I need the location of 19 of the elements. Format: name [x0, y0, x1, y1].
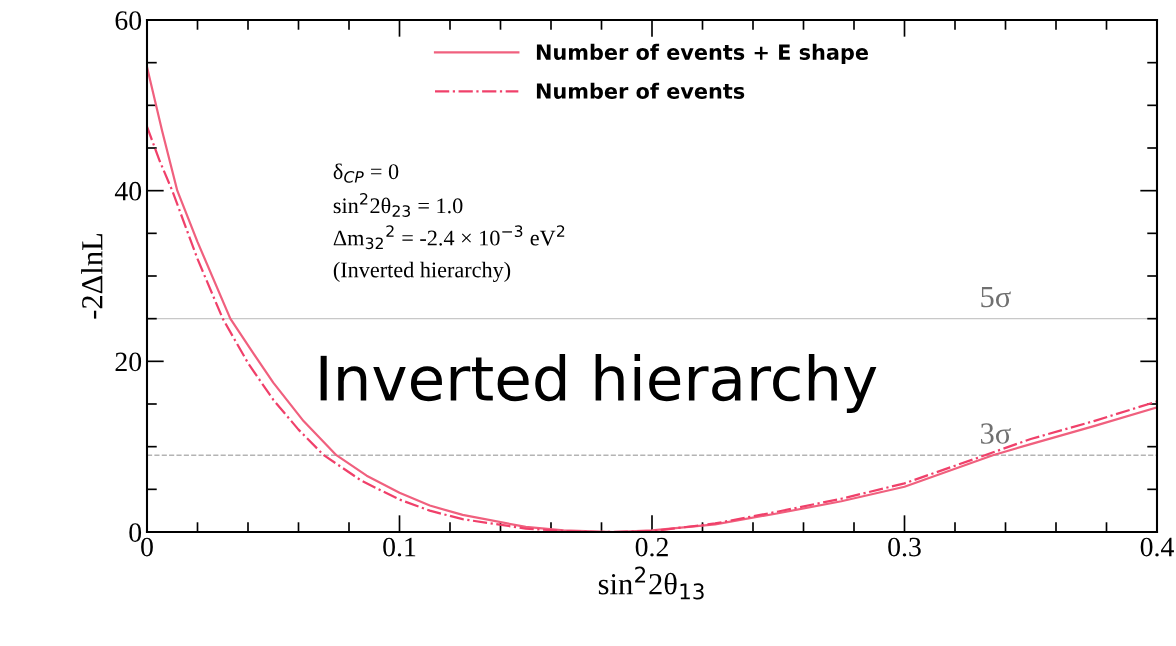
- annotation: (Inverted hierarchy): [333, 261, 511, 283]
- y-axis-title: -2ΔlnL: [81, 234, 103, 319]
- ref-line-label: 3σ: [980, 423, 1011, 444]
- y-tick-label: 60: [115, 11, 142, 30]
- x-axis-title: sin$^{2}$2θ$_{13}$: [598, 566, 704, 600]
- x-tick-label: 0.3: [888, 537, 921, 557]
- x-tick-label: 0.2: [635, 537, 668, 557]
- annotation: Δm$_{32}$$^{2}$ = -2.4 × 10$^{−3}$ eV$^{2}$: [333, 225, 565, 250]
- y-tick-label: 40: [114, 181, 142, 201]
- annotation: δ$_{CP}$ = 0: [333, 163, 399, 183]
- x-tick-label: 0.1: [383, 537, 416, 557]
- x-tick-label: 0.4: [1140, 537, 1174, 557]
- annotation: Inverted hierarchy: [320, 353, 877, 414]
- y-tick-label: 0: [129, 523, 142, 542]
- annotation: sin$^{2}$2θ$_{23}$ = 1.0: [333, 193, 463, 217]
- legend-label: Number of events + E shape: [536, 43, 868, 65]
- ref-line-label: 5σ: [981, 287, 1011, 308]
- y-tick-label: 20: [115, 352, 142, 372]
- legend-label: Number of events: [536, 82, 745, 99]
